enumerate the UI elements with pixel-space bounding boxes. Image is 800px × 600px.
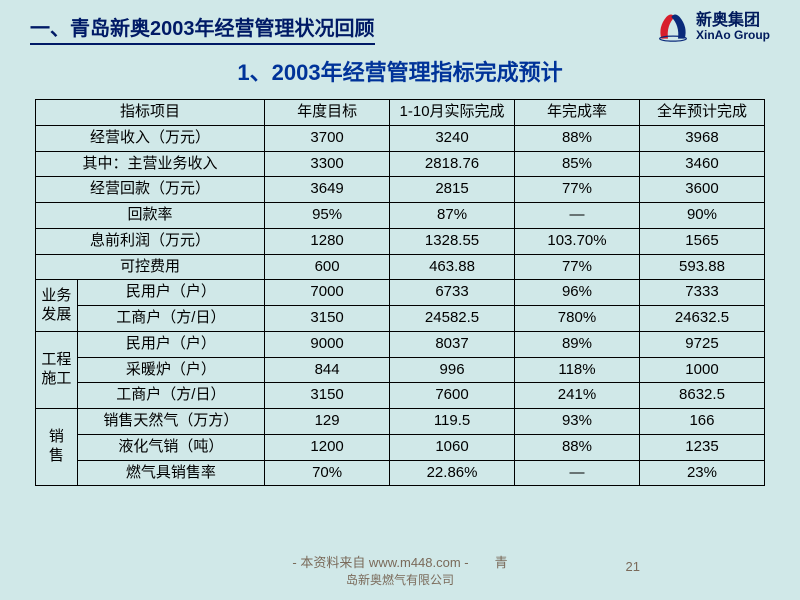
cell: 996 [390,357,515,383]
page-number: 21 [626,559,640,574]
cell: 241% [515,383,640,409]
cell: 3460 [639,151,764,177]
cell: 70% [265,460,390,486]
row-item: 采暖炉（户） [77,357,264,383]
cell: 88% [515,434,640,460]
cell: 3968 [639,125,764,151]
cell: 780% [515,306,640,332]
cell: 7600 [390,383,515,409]
cell: 463.88 [390,254,515,280]
cell: 22.86% [390,460,515,486]
cell: 2818.76 [390,151,515,177]
cell: 1235 [639,434,764,460]
row-item: 其中：主营业务收入 [36,151,265,177]
subtitle: 1、2003年经营管理指标完成预计 [0,55,800,87]
cell: 1565 [639,228,764,254]
row-item: 工商户（方/日） [77,306,264,332]
cell: 8632.5 [639,383,764,409]
col-header: 全年预计完成 [639,100,764,126]
cell: 93% [515,409,640,435]
cell: — [515,203,640,229]
col-header: 指标项目 [36,100,265,126]
footer-source: - 本资料来自 www.m448.com - 青 [292,555,507,570]
row-item: 可控费用 [36,254,265,280]
cell: 24632.5 [639,306,764,332]
cell: 1280 [265,228,390,254]
col-header: 年度目标 [265,100,390,126]
cell: 7333 [639,280,764,306]
cell: 118% [515,357,640,383]
col-header: 年完成率 [515,100,640,126]
cell: 844 [265,357,390,383]
cell: 3600 [639,177,764,203]
cell: 3300 [265,151,390,177]
cell: 9000 [265,331,390,357]
cell: 119.5 [390,409,515,435]
cell: 9725 [639,331,764,357]
cell: 1060 [390,434,515,460]
cell: 85% [515,151,640,177]
category-cell: 工程施工 [36,331,78,408]
cell: 1328.55 [390,228,515,254]
row-item: 液化气销（吨） [77,434,264,460]
logo-icon [656,12,690,42]
row-item: 回款率 [36,203,265,229]
cell: 103.70% [515,228,640,254]
footer: - 本资料来自 www.m448.com - 青 21 岛新奥燃气有限公司 [0,552,800,588]
row-item: 销售天然气（万方） [77,409,264,435]
cell: 3240 [390,125,515,151]
logo-text-cn: 新奥集团 [696,13,770,29]
row-item: 息前利润（万元） [36,228,265,254]
cell: 166 [639,409,764,435]
cell: 87% [390,203,515,229]
company-logo: 新奥集团 XinAo Group [656,12,770,42]
cell: 593.88 [639,254,764,280]
cell: 3700 [265,125,390,151]
category-cell: 销售 [36,409,78,486]
cell: 24582.5 [390,306,515,332]
cell: 96% [515,280,640,306]
cell: 1000 [639,357,764,383]
row-item: 经营收入（万元） [36,125,265,151]
cell: 3150 [265,306,390,332]
cell: 95% [265,203,390,229]
cell: 90% [639,203,764,229]
cell: — [515,460,640,486]
col-header: 1-10月实际完成 [390,100,515,126]
cell: 3150 [265,383,390,409]
metrics-table: 指标项目年度目标1-10月实际完成年完成率全年预计完成经营收入（万元）37003… [35,99,765,486]
footer-source-2: 岛新奥燃气有限公司 [0,571,800,588]
row-item: 燃气具销售率 [77,460,264,486]
category-cell: 业务发展 [36,280,78,332]
cell: 3649 [265,177,390,203]
cell: 129 [265,409,390,435]
row-item: 民用户（户） [77,331,264,357]
cell: 600 [265,254,390,280]
cell: 6733 [390,280,515,306]
cell: 88% [515,125,640,151]
cell: 23% [639,460,764,486]
cell: 89% [515,331,640,357]
cell: 7000 [265,280,390,306]
cell: 77% [515,254,640,280]
cell: 2815 [390,177,515,203]
section-title: 一、青岛新奥2003年经营管理状况回顾 [30,12,375,45]
row-item: 民用户（户） [77,280,264,306]
cell: 77% [515,177,640,203]
cell: 1200 [265,434,390,460]
logo-text-en: XinAo Group [696,29,770,41]
cell: 8037 [390,331,515,357]
row-item: 经营回款（万元） [36,177,265,203]
row-item: 工商户（方/日） [77,383,264,409]
